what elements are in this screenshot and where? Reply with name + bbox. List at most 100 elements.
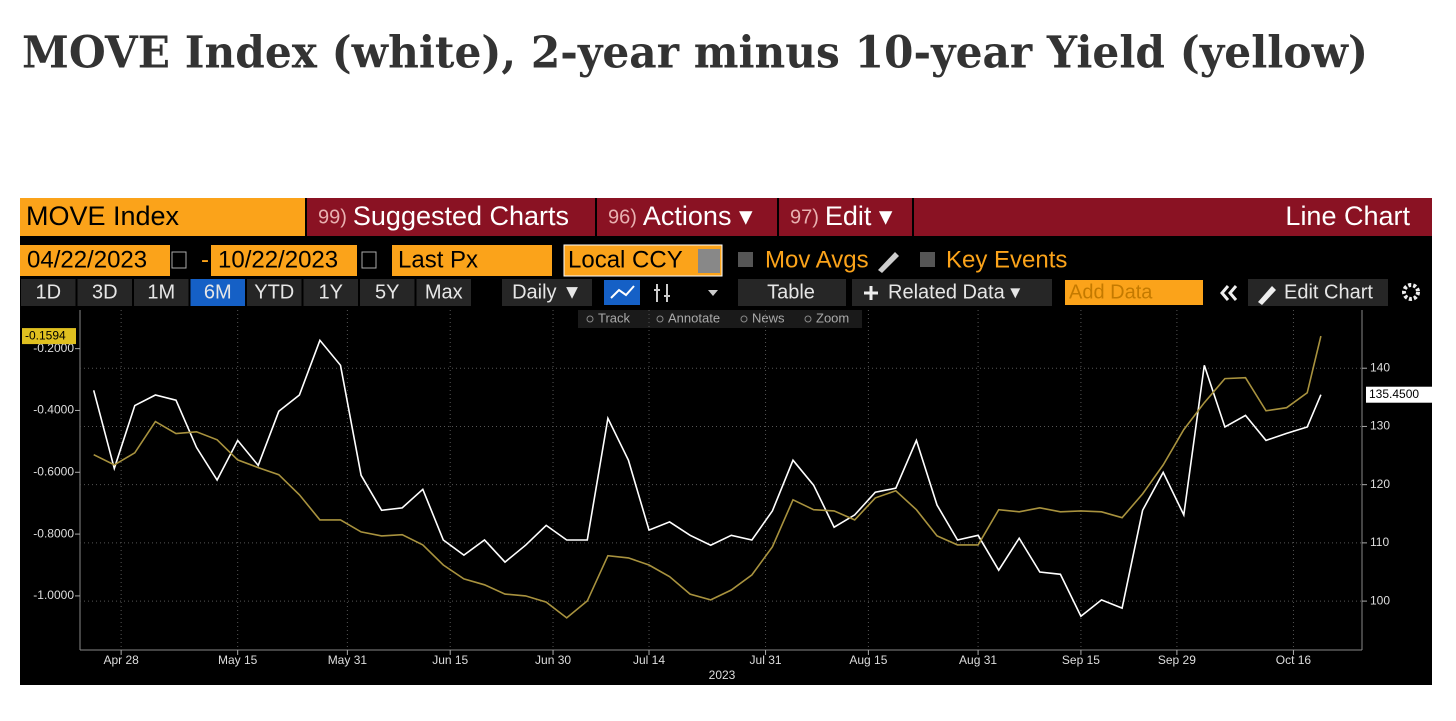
- y-tick-label: -0.4000: [33, 403, 74, 417]
- collapse-icon[interactable]: [1220, 285, 1238, 301]
- related-data[interactable]: Related Data ▾: [888, 281, 1020, 303]
- menu-code[interactable]: 99): [318, 206, 347, 228]
- edit-chart[interactable]: Edit Chart: [1284, 281, 1373, 303]
- calendar-icon[interactable]: [171, 251, 187, 269]
- tool-label[interactable]: News: [752, 310, 785, 325]
- y2-tick-label: 110: [1370, 535, 1389, 549]
- tool-label[interactable]: Track: [598, 310, 631, 325]
- tool-icon[interactable]: [656, 315, 664, 323]
- tool-icon[interactable]: [740, 315, 748, 323]
- add-data-box[interactable]: [1065, 280, 1203, 305]
- end-box[interactable]: [211, 245, 357, 276]
- tool-label[interactable]: Zoom: [816, 310, 849, 325]
- tool-icon[interactable]: [804, 315, 812, 323]
- period-label[interactable]: 5Y: [375, 281, 399, 303]
- period-label[interactable]: 1Y: [319, 281, 343, 303]
- series-line: [92, 338, 1322, 618]
- y2-tick-label: 120: [1370, 477, 1390, 491]
- security-box[interactable]: [20, 198, 305, 236]
- menu-item[interactable]: Edit ▾: [825, 201, 893, 231]
- start-date: 04/22/2023: [27, 246, 147, 273]
- field-box[interactable]: [392, 245, 552, 276]
- field: Last Px: [398, 246, 478, 273]
- period-label[interactable]: Max: [425, 281, 463, 303]
- x-axis-year: 2023: [709, 668, 736, 682]
- button[interactable]: [738, 279, 846, 306]
- period-button[interactable]: [190, 279, 246, 306]
- tools: Track Annotate News Zoom: [586, 310, 849, 325]
- period-label[interactable]: YTD: [254, 281, 294, 303]
- settings-icon[interactable]: [1402, 283, 1420, 301]
- end-date: 10/22/2023: [218, 246, 338, 273]
- x-tick-label: Aug 31: [959, 653, 997, 667]
- menu-code[interactable]: 96): [608, 206, 637, 228]
- y2-tick-label: 130: [1370, 419, 1390, 433]
- x-tick-label: May 31: [328, 653, 368, 667]
- period-button[interactable]: [303, 279, 359, 306]
- plus-icon: [864, 286, 878, 300]
- frequency[interactable]: Daily ▼: [512, 281, 582, 303]
- pencil-icon[interactable]: [878, 252, 899, 273]
- menu-item[interactable]: Actions ▾: [643, 201, 753, 231]
- series-line: [93, 335, 1322, 619]
- tool-label[interactable]: Annotate: [668, 310, 720, 325]
- period-button[interactable]: [360, 279, 415, 306]
- period-button[interactable]: [416, 279, 472, 306]
- periods: 1D 3D 1M 6M YTD 1Y 5Y Max: [21, 279, 471, 306]
- menu: 99) Suggested Charts 96) Actions ▾ 97) Edit ▾: [318, 198, 914, 236]
- x-tick-label: Sep 15: [1062, 653, 1100, 667]
- last-value-label: 135.4500: [1369, 387, 1419, 401]
- period-button[interactable]: [134, 279, 189, 306]
- security: MOVE Index: [26, 201, 180, 231]
- key-events[interactable]: Key Events: [946, 246, 1067, 273]
- y-tick-label: -0.8000: [33, 526, 74, 540]
- calendar-icon[interactable]: [361, 251, 377, 269]
- x-tick-label: Apr 28: [103, 653, 139, 667]
- y-tick-label: -0.6000: [33, 464, 74, 478]
- bar-icon[interactable]: [654, 284, 670, 302]
- y2-tick-label: 100: [1370, 593, 1390, 607]
- period-label[interactable]: 1D: [35, 281, 61, 303]
- last-value-tag: [1366, 386, 1432, 403]
- currency: Local CCY: [568, 246, 683, 273]
- menu-bar: [307, 198, 1432, 236]
- last-value-label: -0.1594: [25, 328, 66, 342]
- checkbox[interactable]: [738, 252, 753, 267]
- checkbox[interactable]: [920, 252, 935, 267]
- plot: Apr 28 May 15 May 31 Jun 15 Jun 30 Jul 14 Jul …: [22, 310, 1432, 667]
- chart-type[interactable]: Line Chart: [1285, 201, 1410, 231]
- x-tick-label: Jul 14: [633, 653, 665, 667]
- x-tick-label: Jul 31: [750, 653, 782, 667]
- period-label[interactable]: 3D: [92, 281, 118, 303]
- last-value-tag: [22, 328, 76, 345]
- y-tick-label: -0.2000: [33, 341, 74, 355]
- period-button[interactable]: [21, 279, 76, 306]
- x-tick-label: Sep 29: [1158, 653, 1196, 667]
- currency-box[interactable]: [563, 244, 723, 277]
- period-button[interactable]: [247, 279, 302, 306]
- mov-avgs[interactable]: Mov Avgs: [765, 246, 869, 273]
- start-box[interactable]: [20, 245, 170, 276]
- x-tick-label: May 15: [218, 653, 258, 667]
- range-separator: -: [201, 246, 209, 273]
- page-heading: MOVE Index (white), 2-year minus 10-year…: [22, 28, 1368, 79]
- x-tick-label: Oct 16: [1276, 653, 1312, 667]
- table[interactable]: Table: [767, 281, 815, 303]
- y-tick-label: -1.0000: [33, 588, 74, 602]
- menu-code[interactable]: 97): [790, 206, 819, 228]
- dropdown-icon[interactable]: [708, 290, 718, 296]
- button[interactable]: [852, 279, 1052, 306]
- x-tick-label: Aug 15: [849, 653, 887, 667]
- period-button[interactable]: [77, 279, 133, 306]
- pencil-icon: [1258, 286, 1276, 305]
- button[interactable]: [502, 279, 592, 306]
- menu-item[interactable]: Suggested Charts: [353, 201, 569, 231]
- y2-tick-label: 140: [1370, 360, 1390, 374]
- currency-dropdown[interactable]: [698, 249, 720, 273]
- tool-icon[interactable]: [586, 315, 594, 323]
- add-data: Add Data: [1069, 281, 1153, 303]
- period-label[interactable]: 6M: [204, 281, 232, 303]
- period-label[interactable]: 1M: [147, 281, 175, 303]
- line-icon: [610, 285, 635, 299]
